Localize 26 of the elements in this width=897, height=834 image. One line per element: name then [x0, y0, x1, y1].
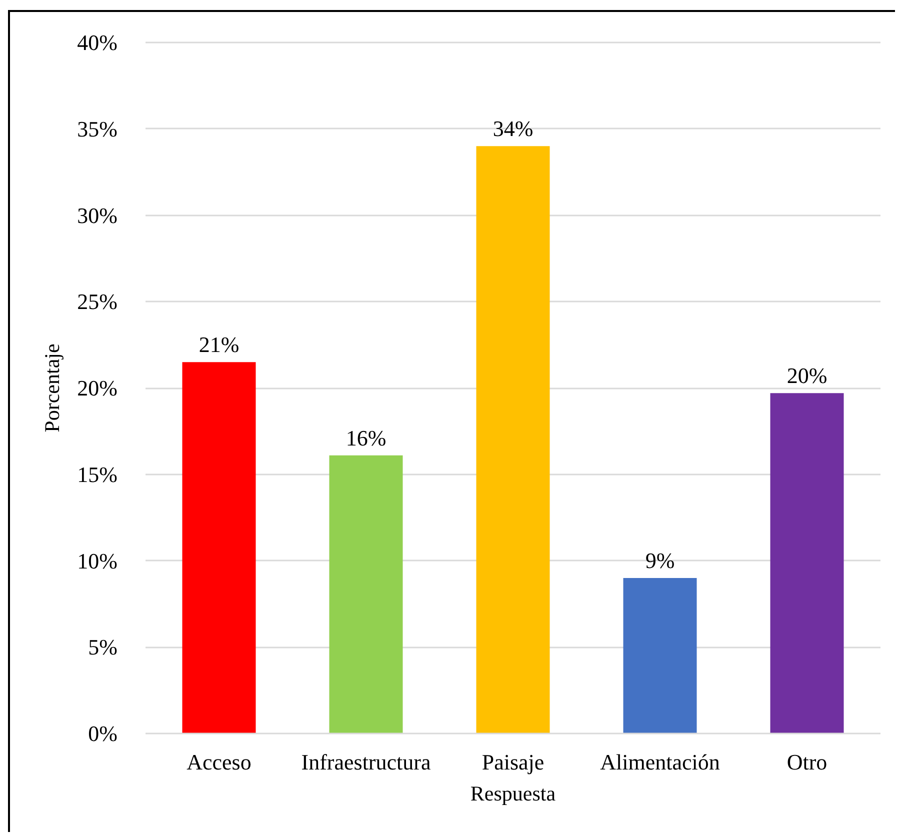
x-axis-title: Respuesta — [470, 782, 556, 806]
y-tick-label: 40% — [77, 30, 118, 55]
x-tick-label: Paisaje — [482, 750, 544, 774]
data-label: 34% — [492, 116, 534, 142]
y-tick-label: 10% — [77, 548, 118, 574]
y-tick-label: 30% — [77, 202, 118, 228]
data-label: 20% — [786, 363, 828, 388]
y-tick-label: 35% — [77, 116, 118, 142]
bar — [329, 455, 403, 734]
data-label: 16% — [346, 425, 386, 450]
x-tick-label: Infraestructura — [301, 750, 431, 774]
bar — [182, 362, 256, 734]
y-tick-label: 15% — [77, 462, 118, 487]
data-label: 21% — [198, 332, 240, 358]
x-tick-label: Alimentación — [600, 750, 720, 774]
bar — [476, 146, 550, 734]
y-tick-label: 0% — [88, 721, 118, 746]
x-tick-label: Acceso — [186, 750, 252, 774]
y-tick-label: 25% — [77, 289, 118, 314]
bar — [623, 578, 697, 734]
data-label: 9% — [645, 548, 675, 574]
x-tick-label: Otro — [786, 750, 828, 774]
y-tick-label: 5% — [88, 634, 118, 660]
y-tick-label: 20% — [77, 376, 118, 400]
bar — [770, 393, 844, 734]
y-axis-title: Porcentaje — [40, 344, 64, 432]
